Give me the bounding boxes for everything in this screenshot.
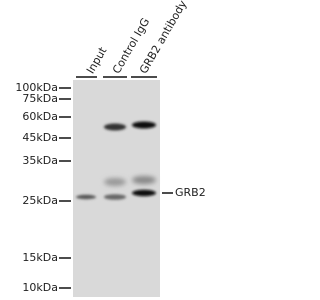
marker-ticks <box>59 87 71 289</box>
lane-label: Input <box>84 44 110 76</box>
marker-label: 75kDa <box>22 92 58 105</box>
marker-label: 25kDa <box>22 194 58 207</box>
marker-label: 100kDa <box>15 81 58 94</box>
western-blot-figure: Input Control IgG GRB2 antibody 100kDa 7… <box>15 0 206 297</box>
marker-label: 45kDa <box>22 131 58 144</box>
target-label: GRB2 <box>175 186 206 199</box>
lane-label: GRB2 antibody <box>137 0 190 76</box>
marker-label: 15kDa <box>22 251 58 264</box>
marker-ladder: 100kDa 75kDa 60kDa 45kDa 35kDa 25kDa 15k… <box>15 81 58 294</box>
bands <box>76 121 156 200</box>
marker-label: 60kDa <box>22 110 58 123</box>
marker-label: 35kDa <box>22 154 58 167</box>
marker-label: 10kDa <box>22 281 58 294</box>
blot-membrane <box>73 80 160 297</box>
